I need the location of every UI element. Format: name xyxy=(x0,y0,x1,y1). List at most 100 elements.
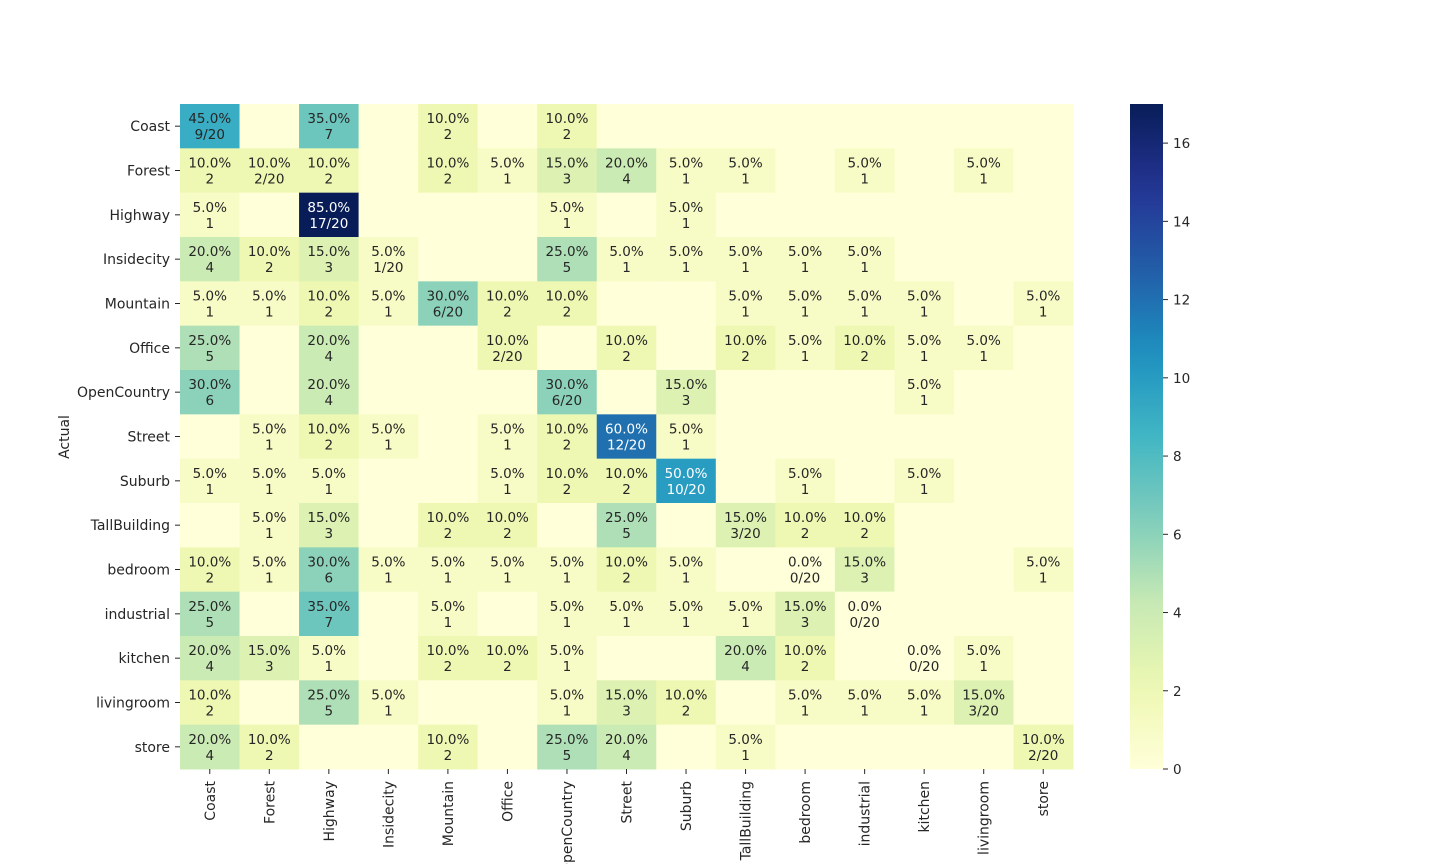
cell-count-label: 1 xyxy=(563,615,572,631)
cell-percent-label: 5.0% xyxy=(728,244,762,260)
y-tick-label: Suburb xyxy=(120,474,170,490)
heatmap-cell xyxy=(239,237,300,282)
cell-percent-label: 10.0% xyxy=(188,156,231,172)
heatmap-cell xyxy=(358,503,419,548)
cell-count-label: 3 xyxy=(801,615,810,631)
cell-percent-label: 5.0% xyxy=(252,510,286,526)
colorbar-tick-label: 8 xyxy=(1173,449,1182,465)
heatmap-cell xyxy=(1013,192,1074,238)
heatmap-cell xyxy=(656,281,717,327)
heatmap-cell xyxy=(894,503,955,548)
heatmap-cell xyxy=(537,503,598,548)
heatmap-cell xyxy=(180,724,241,770)
cell-count-label: 1 xyxy=(682,438,691,454)
cell-count-label: 4 xyxy=(741,659,750,675)
cell-count-label: 1 xyxy=(801,305,810,321)
heatmap-cell xyxy=(834,724,895,770)
cell-count-label: 1 xyxy=(801,704,810,720)
cell-count-label: 1 xyxy=(979,659,988,675)
cell-percent-label: 30.0% xyxy=(307,555,350,571)
cell-percent-label: 5.0% xyxy=(193,466,227,482)
cell-count-label: 1 xyxy=(563,216,572,232)
heatmap-cell xyxy=(715,104,776,149)
heatmap-cell xyxy=(953,724,1014,770)
heatmap-cell xyxy=(596,192,657,238)
heatmap-cell xyxy=(596,104,657,149)
cell-count-label: 6/20 xyxy=(433,305,463,321)
heatmap-cell xyxy=(358,325,419,371)
heatmap-cell xyxy=(418,237,479,282)
heatmap-cell xyxy=(894,281,955,327)
heatmap-cell xyxy=(715,414,776,460)
cell-percent-label: 15.0% xyxy=(962,688,1005,704)
cell-percent-label: 10.0% xyxy=(1022,732,1065,748)
heatmap-cell xyxy=(953,370,1014,415)
heatmap-cell xyxy=(775,148,836,194)
heatmap-cell xyxy=(239,148,300,194)
heatmap-cell xyxy=(596,547,657,593)
heatmap-cell xyxy=(537,237,598,282)
cell-count-label: 4 xyxy=(325,349,334,365)
heatmap-cell xyxy=(715,724,776,770)
heatmap-cell xyxy=(537,325,598,371)
cell-percent-label: 20.0% xyxy=(605,156,648,172)
cell-count-label: 1 xyxy=(325,482,334,498)
heatmap-cell xyxy=(477,148,538,194)
y-tick-label: Insidecity xyxy=(103,252,170,268)
heatmap-cell xyxy=(180,237,241,282)
cell-count-label: 1 xyxy=(205,482,214,498)
cell-percent-label: 10.0% xyxy=(486,510,529,526)
heatmap-cell xyxy=(358,414,419,460)
cell-percent-label: 5.0% xyxy=(193,200,227,216)
cell-count-label: 6 xyxy=(205,393,214,409)
cell-percent-label: 5.0% xyxy=(371,555,405,571)
cell-count-label: 1 xyxy=(503,482,512,498)
cell-count-label: 1 xyxy=(801,349,810,365)
x-tick-label: Mountain xyxy=(441,781,457,846)
cell-count-label: 1 xyxy=(920,393,929,409)
cell-percent-label: 10.0% xyxy=(426,643,469,659)
colorbar-tick-label: 2 xyxy=(1173,684,1182,700)
heatmap-cell xyxy=(1013,148,1074,194)
cell-count-label: 3 xyxy=(265,659,274,675)
cell-count-label: 1 xyxy=(563,659,572,675)
heatmap-cell xyxy=(656,547,717,593)
cell-percent-label: 10.0% xyxy=(426,510,469,526)
cell-percent-label: 5.0% xyxy=(669,244,703,260)
cell-count-label: 2 xyxy=(801,659,810,675)
heatmap-cell xyxy=(1013,104,1074,149)
cell-percent-label: 35.0% xyxy=(307,111,350,127)
heatmap-cell xyxy=(299,503,360,548)
cell-count-label: 1 xyxy=(920,349,929,365)
heatmap-cell xyxy=(180,547,241,593)
cell-count-label: 9/20 xyxy=(195,127,225,143)
heatmap-cell xyxy=(477,237,538,282)
cell-percent-label: 5.0% xyxy=(847,244,881,260)
cell-percent-label: 5.0% xyxy=(550,555,584,571)
cell-percent-label: 5.0% xyxy=(907,466,941,482)
cell-percent-label: 5.0% xyxy=(728,732,762,748)
x-tick-label: store xyxy=(1036,781,1052,816)
heatmap-cell xyxy=(239,724,300,770)
heatmap-cell xyxy=(1013,281,1074,327)
heatmap-cell xyxy=(418,414,479,460)
heatmap-cell xyxy=(715,591,776,637)
cell-percent-label: 5.0% xyxy=(490,156,524,172)
heatmap-cell xyxy=(239,547,300,593)
cell-percent-label: 10.0% xyxy=(486,289,529,305)
cell-count-label: 4 xyxy=(205,659,214,675)
cell-percent-label: 5.0% xyxy=(609,244,643,260)
heatmap-cell xyxy=(358,547,419,593)
cell-percent-label: 0.0% xyxy=(788,555,822,571)
colorbar-tick-label: 6 xyxy=(1173,527,1182,543)
cell-percent-label: 20.0% xyxy=(307,333,350,349)
cell-percent-label: 20.0% xyxy=(605,732,648,748)
heatmap-cell xyxy=(775,724,836,770)
heatmap-cell xyxy=(775,503,836,548)
cell-count-label: 1 xyxy=(384,571,393,587)
cell-percent-label: 10.0% xyxy=(307,422,350,438)
heatmap-cell xyxy=(299,636,360,681)
cell-percent-label: 5.0% xyxy=(490,466,524,482)
heatmap-cell xyxy=(834,148,895,194)
x-tick-label: bedroom xyxy=(798,781,814,844)
